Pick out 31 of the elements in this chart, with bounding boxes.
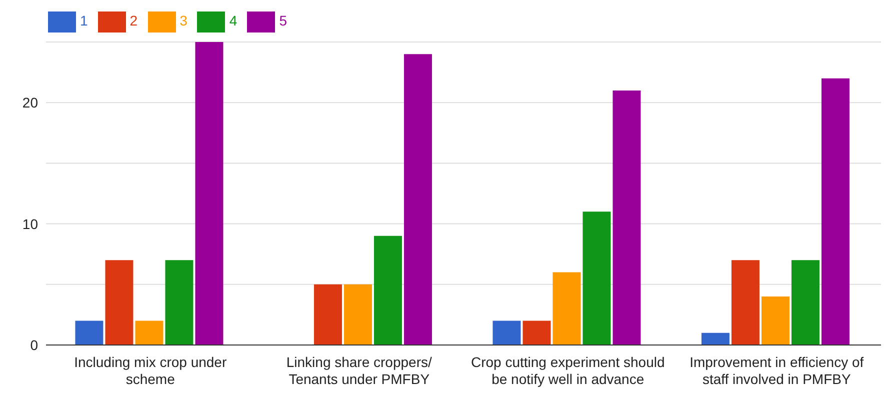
legend-label: 2	[130, 12, 138, 29]
bar	[552, 272, 581, 345]
bar	[492, 320, 521, 345]
bar	[105, 260, 134, 345]
bar	[165, 260, 194, 345]
legend-label: 1	[80, 12, 88, 29]
bar	[374, 236, 402, 345]
y-tick-label: 10	[22, 216, 38, 232]
x-tick-label: Crop cutting experiment should be notify well in advance	[470, 354, 665, 387]
bar	[522, 320, 551, 345]
bar	[75, 320, 104, 345]
bar	[404, 54, 432, 345]
bar	[612, 90, 641, 345]
bar	[195, 42, 224, 345]
legend-label: 3	[180, 12, 188, 29]
x-tick-label: Improvement in efficiency of staff involved in PMFBY	[690, 354, 864, 387]
bar	[701, 332, 730, 345]
y-tick-label: 0	[30, 336, 38, 353]
bar	[791, 260, 820, 345]
legend-label: 4	[229, 12, 238, 29]
bar	[821, 78, 850, 345]
bar	[761, 296, 790, 345]
legend-label: 5	[279, 12, 287, 29]
y-tick-label: 20	[22, 94, 38, 111]
x-tick-label: Linking share croppers/ Tenants under PMFBY	[286, 354, 432, 387]
bar	[731, 260, 760, 345]
bar	[344, 284, 372, 345]
bar	[314, 284, 342, 345]
x-tick-label: Including mix crop under scheme	[74, 354, 227, 387]
bar	[135, 320, 164, 345]
bar	[582, 212, 611, 345]
